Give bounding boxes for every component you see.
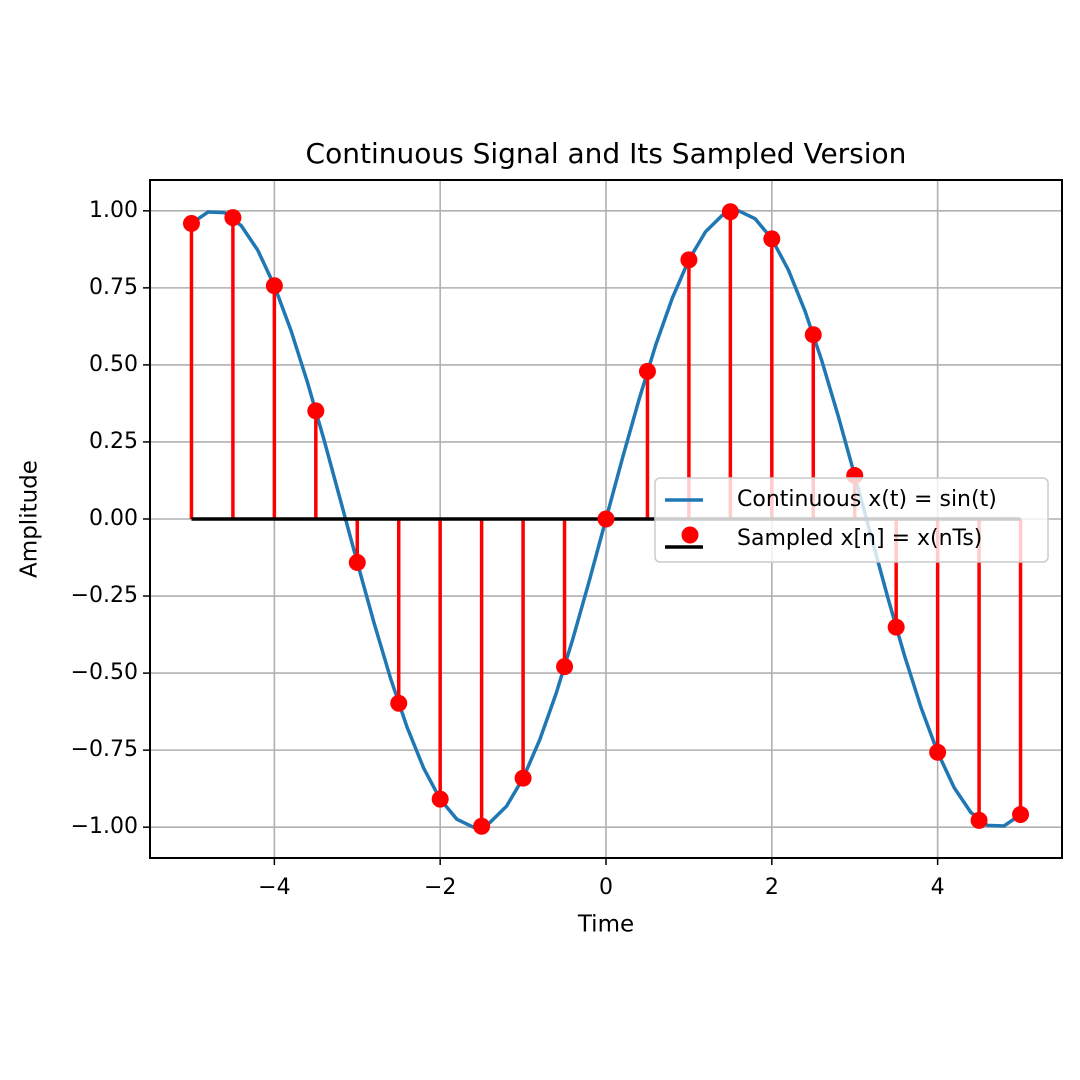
x-axis-label: Time [577, 912, 634, 938]
sample-marker [514, 769, 532, 787]
y-tick-label: 0.25 [89, 429, 138, 454]
sample-marker [763, 230, 781, 248]
sample-marker [390, 694, 408, 712]
y-tick-label: 0.00 [89, 506, 138, 531]
chart-title: Continuous Signal and Its Sampled Versio… [306, 137, 907, 170]
sample-marker [224, 209, 242, 227]
sample-marker [265, 277, 283, 295]
sample-marker [970, 811, 988, 829]
sample-marker [307, 402, 325, 420]
sample-marker [721, 203, 739, 221]
plot-frame [149, 179, 1063, 859]
x-tick-label: 2 [765, 875, 779, 900]
sample-marker [1012, 806, 1030, 824]
sample-marker [804, 326, 822, 344]
x-tick-label: 4 [931, 875, 945, 900]
x-tick-label: 0 [599, 875, 613, 900]
y-tick-label: −0.50 [71, 660, 138, 685]
sample-marker [348, 553, 366, 571]
sample-marker [431, 790, 449, 808]
sample-marker [182, 214, 200, 232]
sample-marker [887, 618, 905, 636]
y-tick-label: −0.25 [71, 583, 138, 608]
y-tick-label: −0.75 [71, 737, 138, 762]
y-tick-label: −1.00 [71, 814, 138, 839]
y-tick-label: 1.00 [89, 198, 138, 223]
sample-marker [473, 817, 491, 835]
legend: Continuous x(t) = sin(t) Sampled x[n] = x… [654, 477, 1049, 563]
legend-label: Sampled x[n] = x(nTs) [737, 526, 982, 551]
sample-marker [929, 743, 947, 761]
x-tick-label: −2 [424, 875, 456, 900]
y-axis-label: Amplitude [17, 460, 43, 578]
y-tick-label: 0.50 [89, 352, 138, 377]
legend-box [654, 477, 1049, 563]
y-tick-label: 0.75 [89, 275, 138, 300]
legend-swatch [681, 526, 699, 544]
x-tick-label: −4 [258, 875, 290, 900]
sample-marker [680, 251, 698, 269]
sample-marker [556, 658, 574, 676]
legend-label: Continuous x(t) = sin(t) [737, 487, 997, 512]
sample-marker [597, 510, 615, 528]
sample-marker [638, 362, 656, 380]
